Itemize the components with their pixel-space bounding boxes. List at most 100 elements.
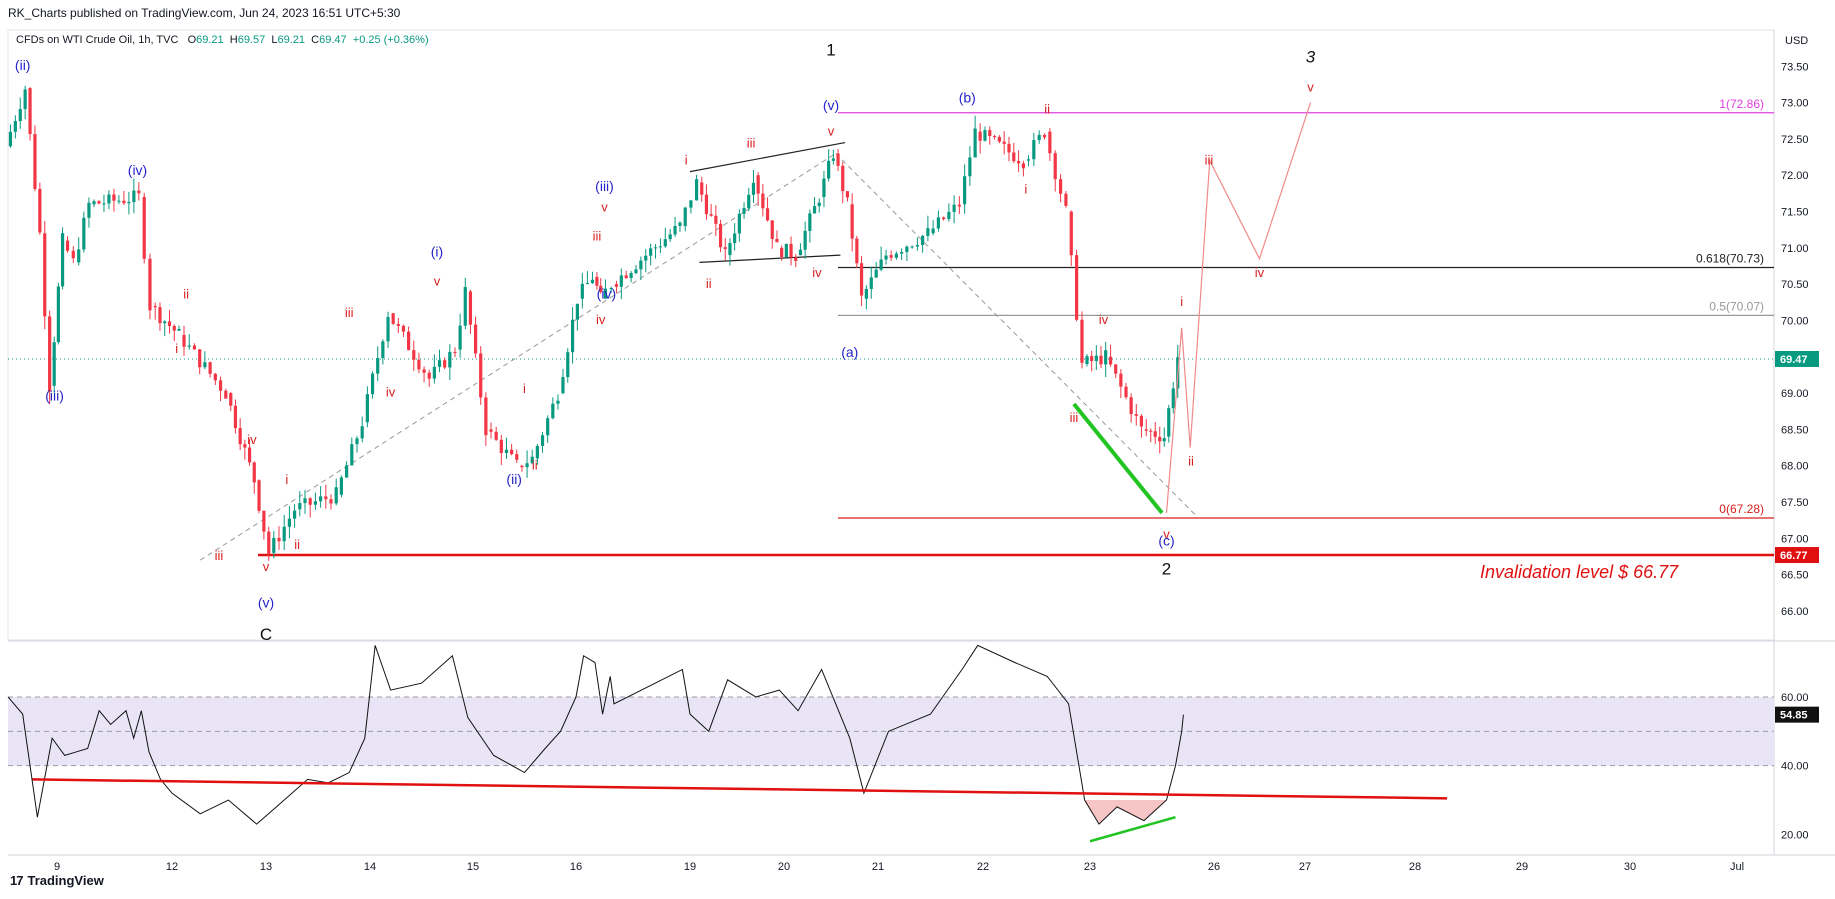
candle-body — [365, 394, 369, 423]
candle-body — [52, 342, 56, 386]
time-tick-label: 19 — [684, 861, 696, 873]
candle-body — [1104, 350, 1108, 365]
wave-label: ii — [294, 537, 300, 552]
price-tick-label: 69.00 — [1781, 388, 1809, 400]
wave-c-line — [1072, 402, 1164, 515]
candles-group — [8, 85, 1180, 561]
candle-body — [556, 400, 560, 404]
rsi-last-label: 54.85 — [1780, 710, 1808, 722]
candle-body — [723, 247, 727, 249]
symbol-legend[interactable]: CFDs on WTI Crude Oil, 1h, TVC O69.21 H6… — [16, 34, 429, 46]
candle-body — [649, 248, 653, 256]
candle-body — [694, 179, 699, 201]
price-tick-label: 72.00 — [1781, 170, 1809, 182]
candle-body — [751, 182, 756, 195]
candle-body — [267, 531, 271, 554]
time-tick-label: 21 — [872, 861, 884, 873]
candle-body — [1058, 179, 1063, 194]
candle-body — [396, 323, 400, 326]
candle-body — [38, 188, 42, 233]
wave-label: iv — [386, 385, 396, 400]
candle-body — [812, 206, 817, 214]
candle-body — [566, 352, 570, 378]
candle-body — [1139, 415, 1144, 427]
candle-body — [855, 238, 859, 264]
candle-body — [117, 200, 121, 202]
candle-body — [836, 153, 840, 166]
price-tick-label: 67.00 — [1781, 533, 1809, 545]
candle-body — [122, 200, 126, 204]
candle-body — [1002, 141, 1006, 144]
rsi-last-badge — [1775, 706, 1819, 723]
candle-body — [142, 197, 146, 259]
candle-body — [218, 380, 223, 391]
time-tick-label: 22 — [977, 861, 989, 873]
wave-label: (ii) — [506, 471, 522, 487]
tradingview-brand[interactable]: 17 TradingView — [10, 873, 104, 888]
wave-label: (v) — [258, 594, 274, 610]
wave-label: v — [434, 274, 441, 289]
projection-path — [1165, 102, 1312, 513]
candle-body — [1090, 356, 1094, 361]
candle-body — [678, 222, 682, 226]
candle-body — [1119, 373, 1123, 387]
price-tick-label: 68.00 — [1781, 461, 1809, 473]
candle-body — [182, 335, 186, 347]
wave-label: (b) — [959, 90, 976, 106]
candle-body — [127, 201, 131, 204]
high-value: 69.57 — [237, 34, 266, 46]
candle-body — [673, 225, 677, 235]
candle-body — [1134, 414, 1138, 416]
wave-label: i — [1180, 294, 1183, 309]
time-tick-label: 9 — [54, 861, 60, 873]
candle-body — [983, 130, 987, 141]
candle-body — [203, 362, 207, 368]
candle-body — [973, 128, 977, 158]
candle-body — [978, 131, 982, 141]
candle-body — [479, 353, 483, 398]
candle-body — [277, 537, 281, 542]
candle-body — [926, 228, 930, 236]
candle-body — [1080, 319, 1084, 363]
candle-body — [808, 213, 812, 231]
candle-body — [92, 201, 96, 205]
candle-body — [952, 204, 956, 212]
candle-body — [172, 325, 176, 331]
candle-body — [879, 259, 883, 270]
candle-body — [614, 284, 619, 287]
candle-body — [370, 373, 375, 395]
candle-body — [658, 246, 663, 248]
wave-label: i — [523, 381, 526, 396]
candle-body — [1064, 193, 1068, 206]
wave-label: v — [828, 123, 835, 138]
candle-body — [243, 444, 247, 448]
candle-body — [817, 202, 821, 207]
wave-label: i — [175, 341, 178, 356]
wave-label: 1 — [826, 40, 835, 59]
wave-label: iv — [1099, 312, 1109, 327]
candle-body — [770, 220, 774, 239]
candle-body — [1162, 438, 1166, 442]
candle-body — [1075, 255, 1079, 320]
candle-body — [894, 253, 898, 258]
candle-body — [756, 175, 760, 194]
candle-body — [905, 246, 909, 253]
candle-body — [831, 158, 835, 161]
candle-body — [448, 351, 452, 368]
candle-body — [167, 321, 172, 326]
candle-body — [360, 426, 364, 439]
brand-text: TradingView — [27, 873, 104, 888]
wave-label: (i) — [431, 244, 443, 260]
candle-body — [963, 176, 967, 205]
low-value: 69.21 — [277, 34, 306, 46]
candle-body — [1032, 140, 1036, 160]
candle-body — [484, 397, 488, 436]
candle-body — [1037, 134, 1041, 141]
candle-body — [252, 462, 256, 483]
candle-body — [43, 233, 47, 317]
candle-body — [1108, 356, 1113, 365]
wave-label: iv — [247, 432, 257, 447]
candle-body — [112, 194, 116, 201]
wave-label: (iv) — [597, 286, 616, 302]
